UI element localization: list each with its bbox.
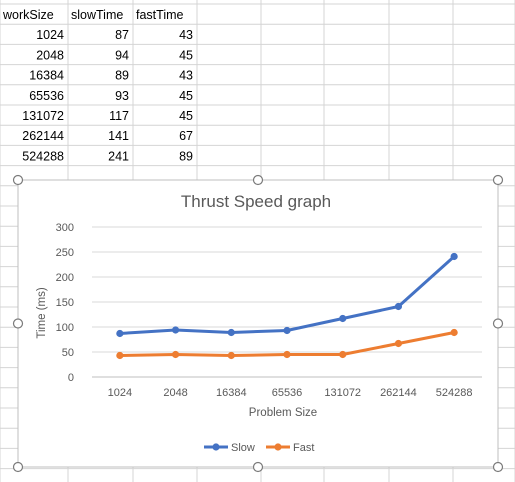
table-cell[interactable]: 87 — [115, 28, 129, 42]
table-cell[interactable]: 43 — [179, 69, 193, 83]
table-cell[interactable]: 1024 — [36, 28, 64, 42]
table-cell[interactable]: 117 — [109, 109, 129, 123]
table-cell[interactable]: 45 — [179, 89, 193, 103]
table-cell[interactable]: 45 — [179, 48, 193, 62]
header-cell[interactable]: slowTime — [71, 8, 123, 22]
chart-resize-handles[interactable] — [12, 174, 504, 473]
resize-handle-bottom-left[interactable] — [12, 461, 24, 473]
table-cell[interactable]: 89 — [115, 69, 129, 83]
resize-handle-bottom-center[interactable] — [252, 461, 264, 473]
legend-marker — [274, 443, 282, 451]
table-cell[interactable]: 65536 — [29, 89, 64, 103]
table-cell[interactable]: 524288 — [22, 149, 64, 163]
legend-marker — [212, 443, 220, 451]
chart-area[interactable] — [17, 179, 499, 468]
legend-item-slow[interactable]: Slow — [204, 442, 255, 454]
resize-handle-top-center[interactable] — [252, 174, 264, 186]
legend-item-fast[interactable]: Fast — [266, 442, 314, 454]
chart-legend[interactable]: Slow Fast — [204, 442, 314, 454]
table-cell[interactable]: 2048 — [36, 48, 64, 62]
resize-handle-middle-right[interactable] — [492, 318, 504, 329]
table-cell[interactable]: 241 — [108, 149, 129, 163]
header-cell[interactable]: fastTime — [136, 8, 184, 22]
table-cell[interactable]: 262144 — [22, 129, 64, 143]
table-cell[interactable]: 93 — [115, 89, 129, 103]
resize-handle-bottom-right[interactable] — [492, 461, 504, 473]
table-cell[interactable]: 94 — [115, 48, 129, 62]
resize-handle-top-left[interactable] — [12, 174, 24, 186]
resize-handle-middle-left[interactable] — [12, 318, 24, 329]
resize-handle-top-right[interactable] — [492, 174, 504, 186]
table-cell[interactable]: 16384 — [29, 69, 64, 83]
chart-title[interactable]: Thrust Speed graph — [181, 192, 331, 211]
table-cell[interactable]: 67 — [179, 129, 193, 143]
data-table: workSize slowTime fastTime 1024 87 43 2048 94 45… — [2, 8, 193, 163]
table-cell[interactable]: 45 — [179, 109, 193, 123]
table-cell[interactable]: 43 — [179, 28, 193, 42]
table-cell[interactable]: 131072 — [22, 109, 64, 123]
header-cell[interactable]: workSize — [2, 8, 54, 22]
table-cell[interactable]: 89 — [179, 149, 193, 163]
legend-label: Slow — [231, 442, 255, 454]
table-cell[interactable]: 141 — [108, 129, 129, 143]
legend-label: Fast — [293, 442, 314, 454]
